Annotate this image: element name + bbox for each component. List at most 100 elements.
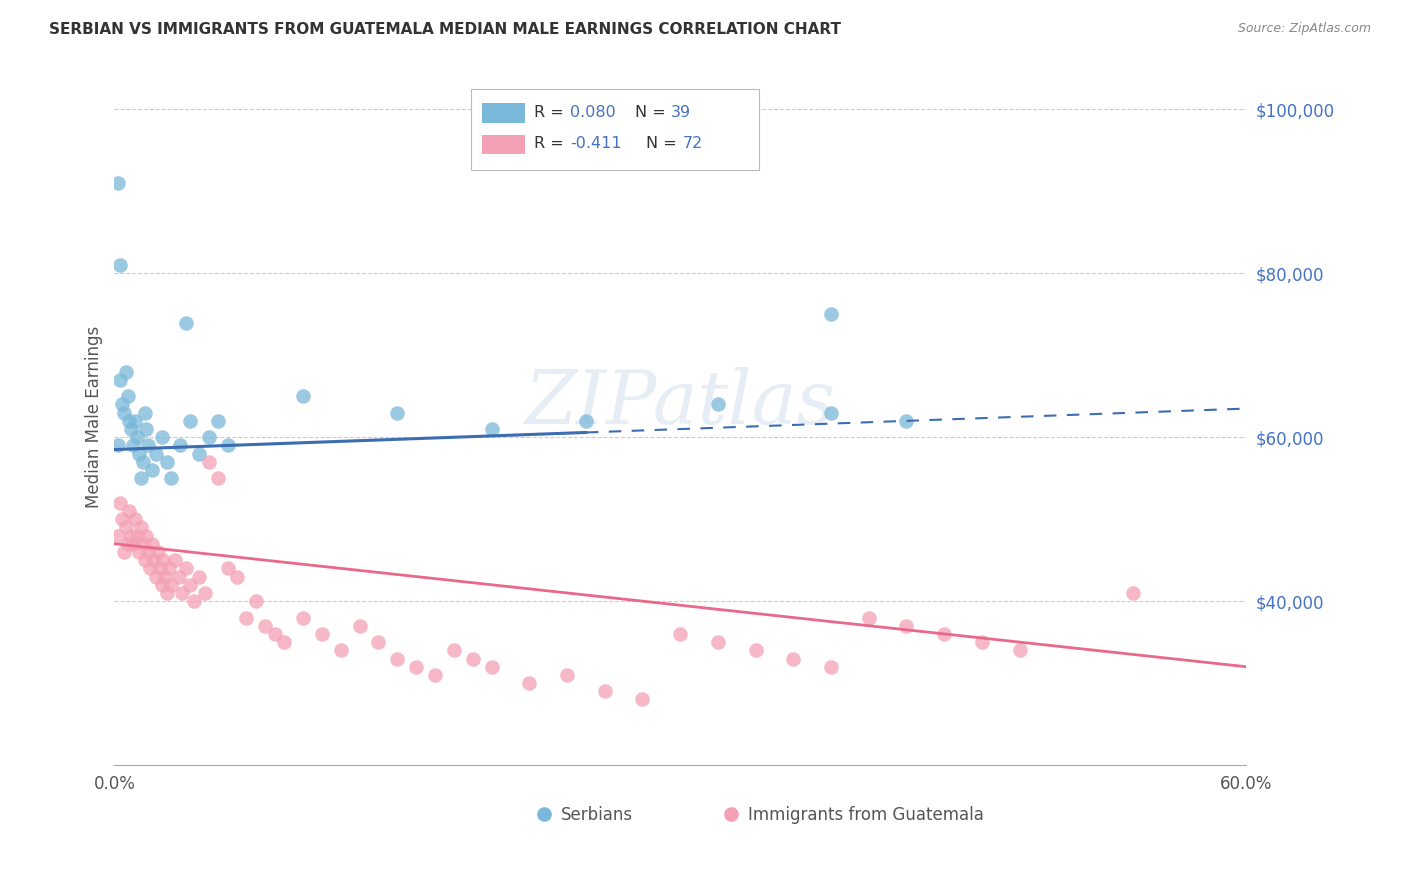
Text: SERBIAN VS IMMIGRANTS FROM GUATEMALA MEDIAN MALE EARNINGS CORRELATION CHART: SERBIAN VS IMMIGRANTS FROM GUATEMALA MED… [49, 22, 841, 37]
Point [108, 258, 131, 272]
Point [481, 422, 503, 436]
Point [117, 537, 139, 551]
Point [820, 307, 842, 321]
Point [367, 635, 389, 649]
Point [157, 561, 180, 575]
Point [114, 365, 136, 379]
Point [245, 594, 267, 608]
Point [120, 528, 142, 542]
Point [124, 512, 146, 526]
Point [423, 668, 446, 682]
Point [108, 373, 131, 387]
Point [150, 578, 173, 592]
Point [122, 438, 145, 452]
Point [112, 406, 135, 420]
Point [143, 553, 166, 567]
Point [820, 406, 842, 420]
Point [145, 569, 167, 583]
Point [555, 668, 578, 682]
Point [134, 553, 156, 567]
Point [263, 627, 285, 641]
Point [150, 430, 173, 444]
Point [108, 496, 131, 510]
Point [1008, 643, 1031, 657]
FancyBboxPatch shape [471, 89, 759, 169]
Text: 72: 72 [682, 136, 703, 152]
Point [226, 569, 249, 583]
Point [631, 692, 654, 706]
Point [707, 397, 730, 411]
Point [197, 430, 219, 444]
Text: N =: N = [636, 105, 671, 120]
Point [387, 406, 409, 420]
Point [179, 578, 201, 592]
Point [311, 627, 333, 641]
Point [197, 455, 219, 469]
Point [707, 635, 730, 649]
Point [107, 528, 129, 542]
Point [120, 422, 142, 436]
Point [117, 389, 139, 403]
Text: -0.411: -0.411 [571, 136, 621, 152]
Point [138, 545, 160, 559]
Point [349, 618, 371, 632]
Point [896, 414, 918, 428]
Point [292, 610, 315, 624]
Point [111, 397, 134, 411]
Point [152, 553, 174, 567]
Point [273, 635, 295, 649]
Point [135, 422, 157, 436]
Point [179, 414, 201, 428]
Point [129, 471, 152, 485]
Point [782, 651, 804, 665]
Point [160, 471, 183, 485]
Point [183, 594, 205, 608]
Point [131, 537, 153, 551]
Text: 0.080: 0.080 [571, 105, 616, 120]
Point [163, 553, 186, 567]
Point [329, 643, 352, 657]
Point [118, 414, 141, 428]
Text: Serbians: Serbians [561, 806, 634, 824]
Point [481, 659, 503, 673]
Text: N =: N = [647, 136, 682, 152]
Point [112, 545, 135, 559]
Text: Source: ZipAtlas.com: Source: ZipAtlas.com [1237, 22, 1371, 36]
Point [118, 504, 141, 518]
Point [575, 414, 598, 428]
Point [254, 618, 277, 632]
Text: ZIPatlas: ZIPatlas [524, 367, 835, 439]
Point [141, 463, 163, 477]
Point [125, 528, 148, 542]
Point [139, 561, 162, 575]
Bar [482, 103, 526, 123]
Point [107, 176, 129, 190]
Point [387, 651, 409, 665]
Point [160, 578, 183, 592]
Point [125, 430, 148, 444]
Bar [482, 135, 526, 154]
Point [124, 414, 146, 428]
Point [593, 684, 616, 698]
Y-axis label: Median Male Earnings: Median Male Earnings [86, 326, 103, 508]
Point [146, 545, 169, 559]
Point [292, 389, 315, 403]
Text: 39: 39 [671, 105, 692, 120]
Point [744, 643, 766, 657]
Point [858, 610, 880, 624]
Point [128, 447, 150, 461]
Point [128, 545, 150, 559]
Point [169, 438, 191, 452]
Point [820, 659, 842, 673]
Point [111, 512, 134, 526]
Point [188, 447, 211, 461]
Point [145, 447, 167, 461]
Point [174, 561, 197, 575]
Text: R =: R = [534, 105, 569, 120]
Point [131, 455, 153, 469]
Point [135, 528, 157, 542]
Point [114, 520, 136, 534]
Text: Immigrants from Guatemala: Immigrants from Guatemala [748, 806, 984, 824]
Point [149, 561, 172, 575]
Point [138, 438, 160, 452]
